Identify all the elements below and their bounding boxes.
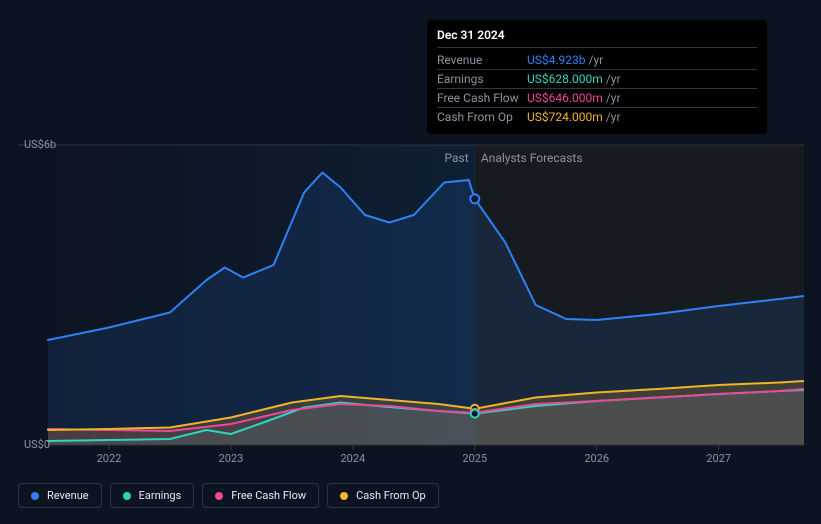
x-axis-label: 2024	[340, 452, 365, 465]
chart-section-label: Past	[445, 151, 469, 165]
tooltip-row-label: Earnings	[437, 72, 527, 86]
tooltip-row-suffix: /yr	[606, 91, 621, 105]
y-axis-label: US$6b	[24, 138, 56, 151]
y-axis-label: US$0	[24, 438, 50, 451]
x-axis-label: 2026	[584, 452, 609, 465]
legend-item-free-cash-flow[interactable]: Free Cash Flow	[202, 483, 319, 508]
tooltip-row: EarningsUS$628.000m/yr	[437, 70, 757, 89]
legend-item-revenue[interactable]: Revenue	[18, 483, 102, 508]
x-axis-label: 2025	[462, 452, 487, 465]
tooltip-row-value: US$646.000m/yr	[527, 91, 757, 105]
tooltip-row-value: US$628.000m/yr	[527, 72, 757, 86]
legend-dot-icon	[123, 492, 131, 500]
legend-item-label: Free Cash Flow	[231, 489, 306, 502]
tooltip-row: Cash From OpUS$724.000m/yr	[437, 108, 757, 126]
x-axis-label: 2027	[706, 452, 731, 465]
legend-item-label: Cash From Op	[356, 489, 426, 502]
tooltip-row-suffix: /yr	[606, 72, 621, 86]
tooltip-row-suffix: /yr	[606, 110, 621, 124]
tooltip-row-label: Revenue	[437, 53, 527, 67]
tooltip-row-label: Free Cash Flow	[437, 91, 527, 105]
chart-tooltip: Dec 31 2024 RevenueUS$4.923b/yrEarningsU…	[427, 20, 767, 134]
legend-item-label: Earnings	[139, 489, 182, 502]
tooltip-row-value: US$4.923b/yr	[527, 53, 757, 67]
tooltip-row-label: Cash From Op	[437, 110, 527, 124]
tooltip-row: RevenueUS$4.923b/yr	[437, 51, 757, 70]
legend-item-earnings[interactable]: Earnings	[110, 483, 195, 508]
tooltip-row-value: US$724.000m/yr	[527, 110, 757, 124]
tooltip-row: Free Cash FlowUS$646.000m/yr	[437, 89, 757, 108]
tooltip-row-suffix: /yr	[589, 53, 604, 67]
legend-item-cash-from-op[interactable]: Cash From Op	[327, 483, 439, 508]
legend-dot-icon	[340, 492, 348, 500]
x-axis-label: 2022	[97, 452, 122, 465]
legend-dot-icon	[215, 492, 223, 500]
legend-item-label: Revenue	[47, 489, 89, 502]
tooltip-date: Dec 31 2024	[437, 28, 757, 48]
x-axis-label: 2023	[219, 452, 244, 465]
chart-legend: Revenue Earnings Free Cash Flow Cash From O…	[18, 483, 439, 508]
legend-dot-icon	[31, 492, 39, 500]
chart-section-label: Analysts Forecasts	[481, 151, 583, 165]
